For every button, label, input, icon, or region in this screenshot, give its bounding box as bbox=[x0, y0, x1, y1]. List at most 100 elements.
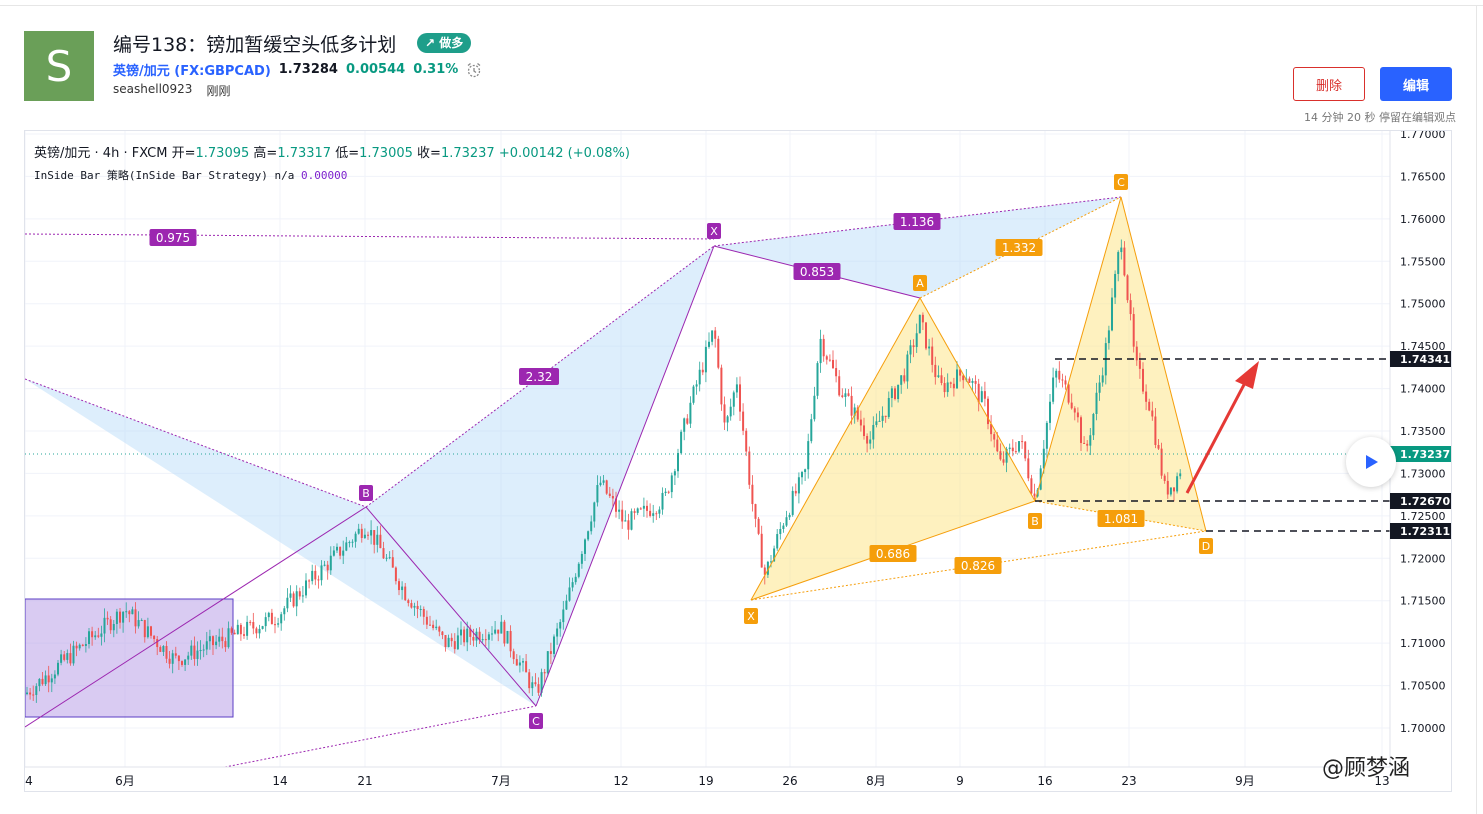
watermark: @顾梦涵 bbox=[1322, 756, 1411, 781]
price-axis-tick: 1.73500 bbox=[1400, 425, 1446, 438]
time-axis-tick: 14 bbox=[272, 774, 287, 788]
candle-body bbox=[432, 624, 435, 629]
candle-body bbox=[1145, 391, 1148, 402]
indicator-name[interactable]: InSide Bar 策略(InSide Bar Strategy) bbox=[34, 169, 268, 182]
alarm-clock-icon[interactable] bbox=[466, 62, 482, 78]
candle-body bbox=[53, 674, 56, 679]
candle-body bbox=[354, 533, 357, 542]
candle-body bbox=[351, 541, 354, 543]
candle-body bbox=[605, 480, 608, 494]
candle-body bbox=[243, 634, 245, 636]
ratio-badge bbox=[793, 263, 841, 280]
legend-close-label: 收= bbox=[417, 146, 441, 161]
candle-body bbox=[878, 420, 881, 422]
candle-body bbox=[825, 356, 828, 360]
candle-body bbox=[150, 626, 152, 636]
price-chart[interactable]: X B C A C B D X 0.975 2.32 0.853 1.136 0.686 1.332 1.0… bbox=[25, 131, 1452, 792]
candle-body bbox=[1163, 475, 1166, 481]
candle-body bbox=[937, 375, 940, 378]
candle-body bbox=[295, 591, 298, 607]
chart-panel[interactable]: X B C A C B D X 0.975 2.32 0.853 1.136 0.686 1.332 1.0… bbox=[24, 130, 1452, 792]
candle-body bbox=[553, 636, 555, 654]
candle-body bbox=[664, 491, 667, 493]
candle-body bbox=[348, 542, 351, 544]
candle-body bbox=[215, 641, 218, 646]
candle-body bbox=[952, 383, 955, 389]
author-name[interactable]: seashell0923 bbox=[113, 82, 193, 96]
ratio-label: 0.686 bbox=[876, 547, 910, 561]
price-axis-tick: 1.71500 bbox=[1400, 595, 1446, 608]
candle-body bbox=[745, 430, 748, 452]
candle-body bbox=[119, 611, 121, 623]
forecast-arrow-shaft bbox=[1185, 378, 1249, 494]
price-tag-label: 1.74341 bbox=[1400, 353, 1450, 366]
publish-time: 刚刚 bbox=[206, 84, 231, 98]
candle-body bbox=[856, 407, 859, 420]
symbol-link[interactable]: 英镑/加元 (FX:GBPCAD) bbox=[113, 64, 271, 79]
candle-body bbox=[754, 504, 757, 519]
candle-body bbox=[900, 375, 903, 385]
candle-body bbox=[996, 439, 999, 452]
candle-body bbox=[1064, 380, 1067, 385]
candle-body bbox=[230, 628, 233, 633]
candle-body bbox=[484, 639, 487, 641]
candle-body bbox=[122, 611, 125, 623]
candle-body bbox=[50, 678, 53, 683]
ohlc-legend: 英镑/加元 · 4h · FXCM 开=1.73095 高=1.73317 低=… bbox=[34, 146, 630, 161]
candle-body bbox=[543, 672, 546, 674]
candle-body bbox=[159, 647, 162, 652]
candle-body bbox=[630, 511, 633, 530]
candle-body bbox=[363, 534, 366, 538]
candle-body bbox=[199, 650, 202, 652]
replay-play-button[interactable] bbox=[1346, 437, 1396, 487]
legend-interval: 4h bbox=[102, 146, 120, 161]
candle-body bbox=[1089, 435, 1092, 446]
candle-body bbox=[153, 635, 156, 640]
candle-body bbox=[528, 672, 531, 689]
avatar[interactable]: S bbox=[24, 31, 94, 101]
candle-body bbox=[438, 626, 441, 632]
candle-body bbox=[336, 546, 338, 551]
candle-body bbox=[506, 631, 509, 644]
candle-body bbox=[100, 633, 103, 637]
candle-body bbox=[993, 434, 996, 440]
candle-body bbox=[655, 513, 658, 515]
symbol-change: 0.00544 bbox=[345, 62, 406, 77]
delete-button[interactable]: 删除 bbox=[1293, 67, 1365, 101]
pattern-leg bbox=[25, 506, 367, 728]
candle-body bbox=[472, 636, 475, 641]
time-axis-tick: 19 bbox=[698, 774, 713, 788]
candle-body bbox=[559, 622, 562, 629]
pattern-point-C bbox=[1114, 174, 1128, 190]
pattern-point-label: B bbox=[1031, 515, 1039, 528]
candle-body bbox=[509, 631, 512, 652]
candle-body bbox=[1120, 247, 1123, 253]
candle-body bbox=[112, 624, 115, 631]
candle-body bbox=[584, 539, 586, 554]
candle-body bbox=[627, 520, 630, 530]
legend-symbol[interactable]: 英镑/加元 bbox=[34, 146, 91, 161]
candle-body bbox=[286, 597, 289, 609]
candle-body bbox=[847, 393, 850, 396]
candle-body bbox=[1008, 447, 1011, 449]
candle-body bbox=[770, 561, 772, 563]
ratio-label: 0.853 bbox=[800, 265, 834, 279]
candle-body bbox=[1173, 487, 1175, 492]
edit-button[interactable]: 编辑 bbox=[1380, 67, 1452, 101]
time-axis-tick: 6月 bbox=[115, 774, 135, 788]
candle-body bbox=[515, 659, 518, 666]
candle-body bbox=[425, 616, 428, 625]
legend-high-label: 高= bbox=[253, 146, 278, 161]
candle-body bbox=[1049, 401, 1051, 423]
candle-body bbox=[277, 623, 280, 625]
candle-body bbox=[88, 631, 90, 645]
candle-body bbox=[977, 383, 980, 403]
pattern-point-C bbox=[529, 713, 543, 729]
candle-body bbox=[1055, 370, 1058, 378]
candle-body bbox=[320, 565, 323, 581]
candle-body bbox=[283, 608, 286, 615]
candle-body bbox=[419, 609, 422, 611]
candle-body bbox=[568, 587, 571, 601]
legend-high: 1.73317 bbox=[277, 146, 332, 161]
